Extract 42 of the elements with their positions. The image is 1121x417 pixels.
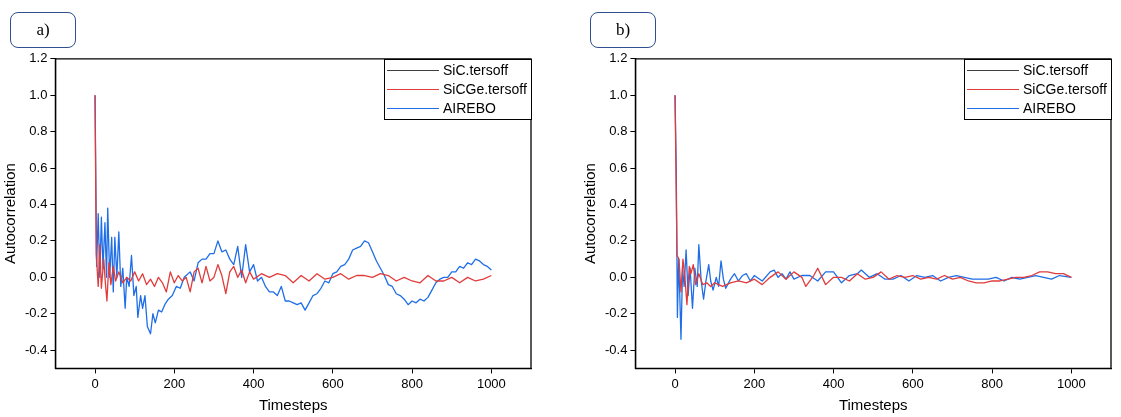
y-tick-label: 0.4 — [29, 196, 48, 212]
y-tick-label: 0.0 — [609, 268, 628, 284]
y-tick-label: 1.2 — [29, 50, 48, 66]
x-tick-label: 200 — [163, 375, 186, 391]
y-tick-label: 0.6 — [609, 159, 628, 175]
chart-title: a) — [10, 12, 76, 48]
y-tick-label: 0.8 — [29, 123, 48, 139]
y-tick-label: 0.4 — [609, 196, 628, 212]
y-tick-label: 1.0 — [609, 86, 628, 102]
legend-label: AIREBO — [443, 98, 496, 118]
y-tick-label: -0.2 — [604, 305, 628, 321]
y-tick-label: 1.0 — [29, 86, 48, 102]
y-tick-label: 0.6 — [29, 159, 48, 175]
x-axis-title: Timesteps — [258, 396, 328, 414]
x-tick-label: 800 — [981, 375, 1003, 391]
y-tick-label: -0.4 — [24, 341, 48, 357]
y-tick-label: 0.8 — [609, 123, 628, 139]
legend-label: SiCGe.tersoff — [443, 79, 527, 99]
x-tick-label: 0 — [91, 375, 99, 391]
x-tick-label: 200 — [743, 375, 766, 391]
x-tick-label: 1000 — [476, 375, 506, 391]
y-axis-title: Autocorrelation — [581, 163, 599, 265]
y-tick-label: -0.2 — [24, 305, 48, 321]
x-tick-label: 600 — [901, 375, 924, 391]
y-axis-title: Autocorrelation — [1, 163, 19, 265]
y-tick-label: 1.2 — [609, 50, 628, 66]
x-tick-label: 800 — [401, 375, 423, 391]
legend-label: SiCGe.tersoff — [1023, 79, 1107, 99]
x-tick-label: 0 — [671, 375, 679, 391]
x-tick-label: 400 — [822, 375, 845, 391]
legend-label: AIREBO — [1023, 98, 1076, 118]
y-tick-label: -0.4 — [604, 341, 628, 357]
y-tick-label: 0.2 — [29, 232, 48, 248]
y-tick-label: 0.2 — [609, 232, 628, 248]
legend-label: SiC.tersoff — [1023, 60, 1089, 80]
legend-label: SiC.tersoff — [443, 60, 509, 80]
x-axis-title: Timesteps — [838, 396, 908, 414]
y-tick-label: 0.0 — [29, 268, 48, 284]
x-tick-label: 600 — [321, 375, 344, 391]
chart-title: b) — [590, 12, 656, 48]
x-tick-label: 400 — [242, 375, 265, 391]
x-tick-label: 1000 — [1056, 375, 1086, 391]
